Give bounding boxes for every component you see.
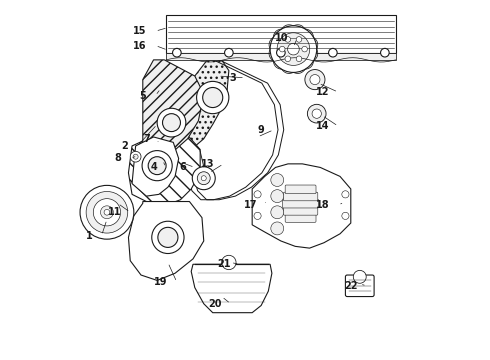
Text: 16: 16: [133, 41, 147, 50]
Polygon shape: [177, 60, 229, 149]
Text: 12: 12: [316, 87, 329, 97]
FancyBboxPatch shape: [166, 53, 395, 60]
Circle shape: [254, 212, 261, 220]
Circle shape: [314, 111, 319, 116]
FancyBboxPatch shape: [283, 192, 318, 201]
Circle shape: [270, 26, 317, 72]
Circle shape: [271, 222, 284, 235]
Text: 15: 15: [133, 26, 147, 36]
Text: 2: 2: [122, 141, 128, 151]
Circle shape: [285, 37, 291, 42]
Circle shape: [172, 48, 181, 57]
Circle shape: [285, 56, 291, 62]
FancyBboxPatch shape: [282, 199, 318, 208]
Text: 20: 20: [208, 299, 221, 309]
Polygon shape: [252, 164, 351, 248]
Circle shape: [342, 191, 349, 198]
Text: 21: 21: [217, 259, 231, 269]
Circle shape: [329, 48, 337, 57]
Text: 17: 17: [244, 200, 258, 210]
FancyBboxPatch shape: [285, 185, 316, 194]
Text: 6: 6: [179, 162, 186, 172]
Text: 18: 18: [316, 200, 329, 210]
Circle shape: [342, 212, 349, 220]
Text: 22: 22: [344, 281, 358, 291]
Polygon shape: [166, 15, 395, 53]
Circle shape: [221, 255, 236, 270]
Circle shape: [310, 75, 320, 85]
Text: 7: 7: [143, 134, 150, 144]
Circle shape: [302, 46, 307, 52]
FancyBboxPatch shape: [345, 275, 374, 297]
Text: 11: 11: [108, 207, 122, 217]
Text: 5: 5: [140, 91, 147, 101]
Text: 10: 10: [274, 33, 288, 43]
Circle shape: [254, 191, 261, 198]
Circle shape: [163, 114, 180, 132]
Text: 19: 19: [154, 277, 168, 287]
Text: 1: 1: [86, 231, 93, 240]
Circle shape: [296, 56, 302, 62]
Circle shape: [142, 150, 172, 181]
Circle shape: [152, 221, 184, 253]
Circle shape: [86, 192, 128, 233]
Circle shape: [80, 185, 134, 239]
Circle shape: [157, 108, 186, 137]
Circle shape: [312, 109, 321, 118]
Circle shape: [271, 174, 284, 186]
Text: 3: 3: [229, 73, 236, 83]
Circle shape: [201, 176, 206, 181]
FancyBboxPatch shape: [283, 207, 318, 215]
Circle shape: [271, 206, 284, 219]
Circle shape: [353, 270, 366, 283]
Text: 13: 13: [201, 159, 215, 169]
Circle shape: [381, 48, 389, 57]
Polygon shape: [191, 264, 272, 313]
Circle shape: [100, 206, 113, 219]
Circle shape: [277, 33, 310, 66]
Circle shape: [271, 190, 284, 203]
Polygon shape: [132, 137, 179, 196]
Circle shape: [288, 43, 299, 55]
Circle shape: [305, 69, 325, 90]
Polygon shape: [128, 202, 204, 280]
Circle shape: [93, 199, 121, 226]
Circle shape: [197, 172, 210, 185]
FancyBboxPatch shape: [285, 214, 316, 222]
Text: 14: 14: [316, 121, 329, 131]
Text: 4: 4: [150, 162, 157, 172]
Text: 9: 9: [258, 125, 265, 135]
Text: 8: 8: [114, 153, 122, 163]
Circle shape: [224, 48, 233, 57]
Circle shape: [196, 81, 229, 114]
Circle shape: [192, 167, 215, 190]
Circle shape: [276, 48, 285, 57]
Circle shape: [148, 157, 166, 175]
Circle shape: [307, 104, 326, 123]
Polygon shape: [143, 60, 204, 164]
Polygon shape: [128, 135, 200, 205]
Circle shape: [296, 37, 302, 42]
Circle shape: [279, 46, 285, 52]
Circle shape: [133, 154, 138, 159]
Circle shape: [104, 210, 110, 215]
Circle shape: [203, 87, 223, 108]
Circle shape: [130, 151, 141, 162]
Circle shape: [158, 227, 178, 247]
